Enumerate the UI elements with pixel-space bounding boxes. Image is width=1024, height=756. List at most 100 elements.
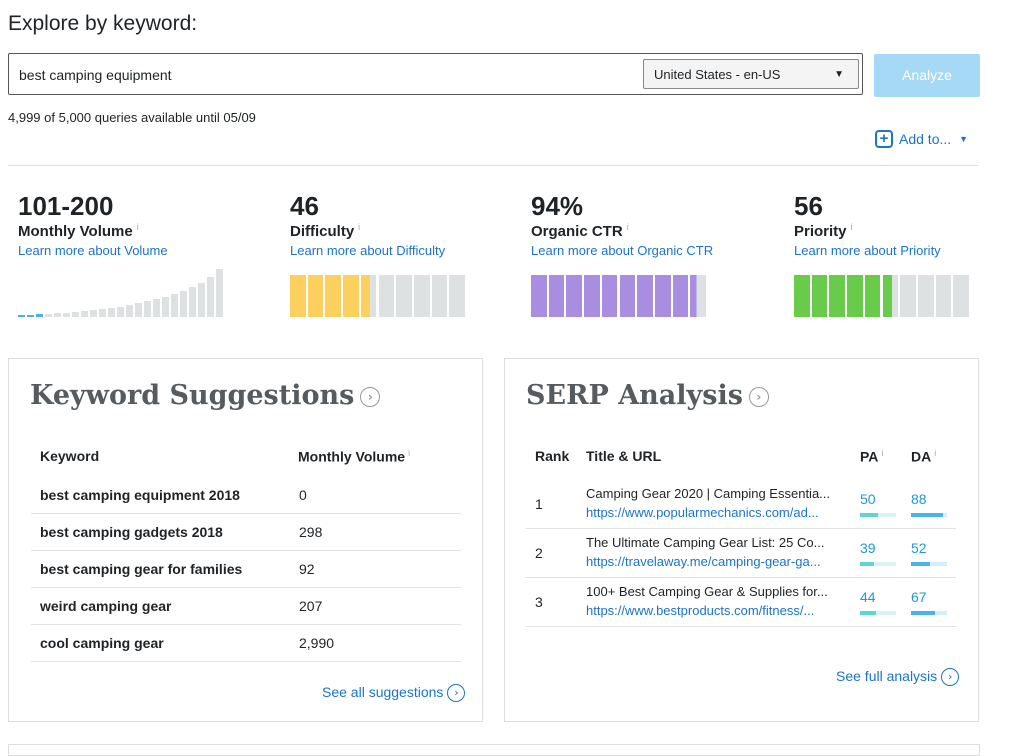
locale-select[interactable]: United States - en-US ▼ <box>643 59 859 89</box>
result-title: The Ultimate Camping Gear List: 25 Co... <box>586 535 825 550</box>
meter-segment <box>307 275 324 317</box>
meter-segment <box>811 275 828 317</box>
table-row[interactable]: best camping equipment 2018 0 <box>31 476 461 514</box>
volume-bar <box>27 315 34 317</box>
meter-segment <box>449 275 465 317</box>
table-row[interactable]: cool camping gear 2,990 <box>31 624 461 662</box>
da-bar <box>911 611 947 615</box>
chevron-right-circle-icon[interactable]: › <box>360 386 381 407</box>
volume-bar <box>198 283 205 317</box>
column-header-da[interactable]: DA i <box>911 448 936 465</box>
keyword-cell[interactable]: best camping equipment 2018 <box>40 487 240 503</box>
volume-bar <box>153 299 160 317</box>
next-section-card <box>8 744 980 756</box>
keyword-cell[interactable]: best camping gadgets 2018 <box>40 524 223 540</box>
query-quota-text: 4,999 of 5,000 queries available until 0… <box>8 110 256 125</box>
keyword-cell[interactable]: best camping gear for families <box>40 561 243 577</box>
keyword-search-input[interactable] <box>19 64 619 86</box>
volume-bar <box>72 312 79 317</box>
meter-segment <box>413 275 430 317</box>
table-row: 2 The Ultimate Camping Gear List: 25 Co..… <box>525 529 956 578</box>
difficulty-meter <box>290 262 465 317</box>
meter-segment <box>847 275 863 317</box>
analyze-button[interactable]: Analyze <box>874 54 980 97</box>
meter-segment <box>882 275 899 317</box>
info-icon[interactable]: i <box>358 222 361 232</box>
see-all-suggestions-link[interactable]: See all suggestions › <box>322 684 466 703</box>
result-title: Camping Gear 2020 | Camping Essentia... <box>586 486 831 501</box>
info-icon[interactable]: i <box>626 222 629 232</box>
info-icon[interactable]: i <box>850 222 853 232</box>
da-value: 52 <box>911 540 927 556</box>
volume-bar <box>36 314 43 317</box>
meter-segment <box>531 275 547 317</box>
volume-bar <box>189 287 196 317</box>
keyword-search-box[interactable]: United States - en-US ▼ <box>8 53 863 95</box>
column-header-rank[interactable]: Rank <box>535 448 570 464</box>
pa-value: 39 <box>860 540 876 556</box>
pa-bar <box>860 611 896 615</box>
plus-icon: + <box>875 130 893 148</box>
meter-segment <box>864 275 881 317</box>
column-header-pa[interactable]: PA i <box>860 448 883 465</box>
volume-bar <box>144 301 151 317</box>
meter-segment <box>290 275 306 317</box>
meter-segment <box>953 275 969 317</box>
column-header-label: Monthly Volume <box>298 448 406 465</box>
metric-label: Priority <box>794 223 847 240</box>
metric-label: Organic CTR <box>531 223 623 240</box>
metric-value: 101-200 <box>18 191 114 221</box>
table-row: 1 Camping Gear 2020 | Camping Essentia...… <box>525 480 956 529</box>
column-header-keyword[interactable]: Keyword <box>40 448 100 464</box>
add-to-button[interactable]: + Add to... ▼ <box>875 130 968 148</box>
rank-cell: 2 <box>535 545 543 561</box>
volume-bar <box>90 310 97 317</box>
meter-segment <box>584 275 600 317</box>
volume-bar <box>108 308 115 317</box>
meter-segment <box>672 275 689 317</box>
result-url-link[interactable]: https://travelaway.me/camping-gear-ga... <box>586 554 821 569</box>
info-icon[interactable]: i <box>136 222 139 232</box>
metric-organic-ctr: 94% Organic CTR i Learn more about Organi… <box>531 191 713 258</box>
volume-cell: 298 <box>299 524 323 540</box>
chevron-right-circle-icon[interactable]: › <box>748 386 769 407</box>
info-icon[interactable]: i <box>881 448 884 458</box>
volume-bar <box>180 291 187 317</box>
learn-more-link[interactable]: Learn more about Difficulty <box>290 243 446 258</box>
learn-more-link[interactable]: Learn more about Organic CTR <box>531 243 714 258</box>
serp-analysis-title[interactable]: SERP Analysis › <box>526 380 769 411</box>
section-divider <box>8 165 978 166</box>
meter-segment <box>829 275 846 317</box>
pa-value: 50 <box>860 491 876 507</box>
keyword-cell[interactable]: weird camping gear <box>40 598 172 614</box>
table-row[interactable]: best camping gear for families 92 <box>31 550 461 588</box>
da-bar <box>911 562 947 566</box>
see-full-analysis-link[interactable]: See full analysis › <box>836 668 960 687</box>
da-bar <box>911 513 947 517</box>
column-header-monthly-volume[interactable]: Monthly Volume i <box>298 448 410 465</box>
info-icon[interactable]: i <box>934 448 937 458</box>
meter-segment <box>396 275 412 317</box>
meter-segment <box>378 275 395 317</box>
learn-more-link[interactable]: Learn more about Priority <box>794 243 941 258</box>
meter-segment <box>637 275 653 317</box>
meter-segment <box>325 275 342 317</box>
keyword-suggestions-title[interactable]: Keyword Suggestions › <box>30 380 381 411</box>
volume-bar <box>54 313 61 317</box>
result-url-link[interactable]: https://www.bestproducts.com/fitness/... <box>586 603 815 618</box>
volume-bar <box>135 303 142 317</box>
info-icon[interactable]: i <box>408 448 411 458</box>
table-row[interactable]: weird camping gear 207 <box>31 587 461 625</box>
add-to-label: Add to... <box>899 131 952 147</box>
pa-value: 44 <box>860 589 876 605</box>
pa-bar <box>860 562 896 566</box>
keyword-cell[interactable]: cool camping gear <box>40 635 164 651</box>
column-header-title-url[interactable]: Title & URL <box>586 448 662 464</box>
priority-meter <box>794 262 969 317</box>
result-url-link[interactable]: https://www.popularmechanics.com/ad... <box>586 505 819 520</box>
learn-more-link[interactable]: Learn more about Volume <box>18 243 168 258</box>
chevron-right-circle-icon: › <box>447 684 466 703</box>
table-row[interactable]: best camping gadgets 2018 298 <box>31 513 461 551</box>
card-title-text: Keyword Suggestions <box>30 380 355 411</box>
meter-segment <box>566 275 583 317</box>
